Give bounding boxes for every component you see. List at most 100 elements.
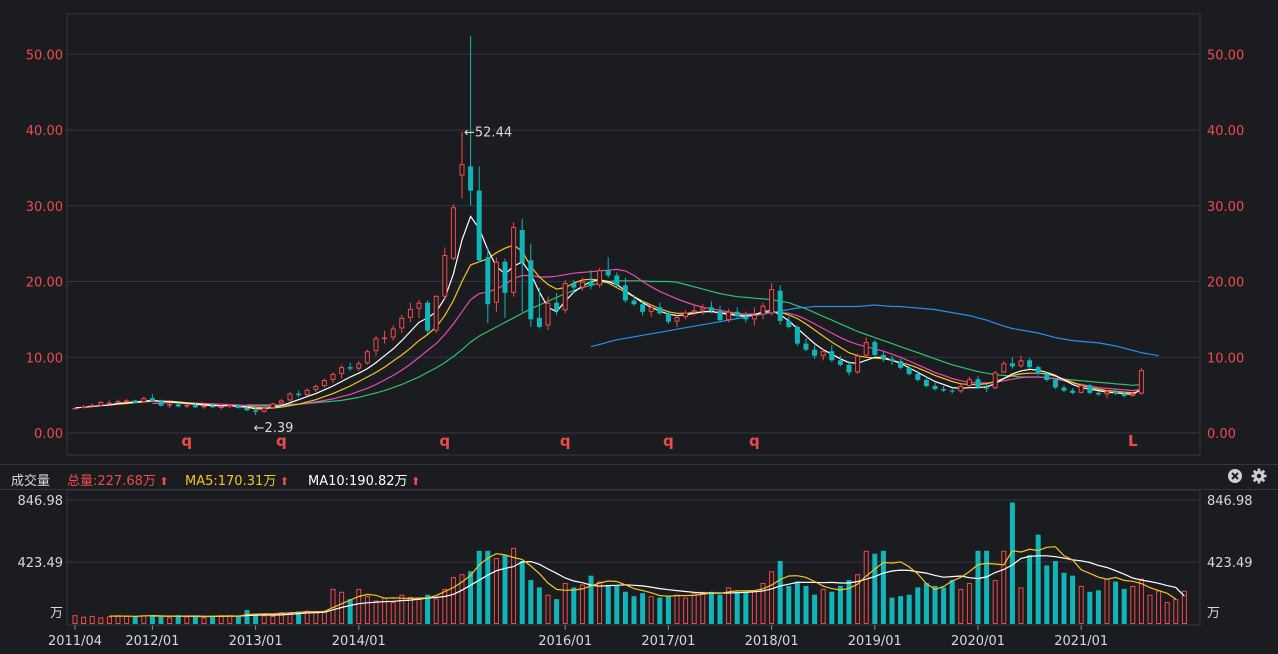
candle <box>820 348 826 361</box>
candle <box>502 258 508 318</box>
volume-bar <box>941 587 947 624</box>
volume-total: 总量:227.68万 ⬆ <box>67 470 169 489</box>
volume-plot-frame <box>66 489 1201 626</box>
candle <box>296 390 302 398</box>
volume-bar <box>519 561 525 624</box>
date-label: 2020/01 <box>951 634 1005 649</box>
volume-bar <box>124 615 130 625</box>
volume-bar <box>562 583 568 625</box>
close-circle-icon[interactable] <box>1227 468 1243 484</box>
volume-bar <box>149 614 155 624</box>
volume-bar <box>192 616 198 624</box>
candle <box>803 338 809 352</box>
volume-bar <box>1087 591 1093 624</box>
volume-bar <box>760 583 766 625</box>
volume-bar <box>235 616 241 624</box>
date-label: 2011/04 <box>48 634 102 649</box>
volume-bar <box>975 550 981 624</box>
volume-bar <box>115 615 121 624</box>
volume-bar <box>253 613 259 624</box>
volume-bar <box>1130 585 1136 625</box>
volume-bar <box>1018 587 1024 624</box>
price-tick-right: 30.00 <box>1207 200 1244 215</box>
signal-marker: L <box>1128 432 1138 450</box>
volume-bar <box>984 550 990 624</box>
volume-bar <box>1001 550 1007 625</box>
volume-bar <box>89 615 95 625</box>
price-gridlines <box>67 53 1200 434</box>
volume-bar <box>863 550 869 625</box>
candle <box>941 386 947 393</box>
volume-axis: 846.98 846.98 423.49 423.49 万 万 <box>18 494 1253 621</box>
volume-bar <box>571 587 577 624</box>
ma-white-line <box>74 215 1142 410</box>
signal-marker: q <box>749 432 760 450</box>
volume-bar <box>450 577 456 624</box>
volume-bar <box>1052 561 1058 624</box>
candle <box>330 372 336 384</box>
main-plot-frame <box>66 13 1201 456</box>
price-tick-left: 30.00 <box>26 200 63 215</box>
candle <box>846 361 852 376</box>
volume-bar <box>915 587 921 624</box>
candle <box>984 383 990 393</box>
candlesticks <box>72 35 1144 415</box>
volume-bar <box>786 585 792 624</box>
volume-bar <box>829 591 835 624</box>
ma-green-line <box>247 280 1142 406</box>
high-price-annotation: ←52.44 <box>464 126 512 141</box>
candle <box>1035 365 1041 376</box>
candle <box>485 247 491 324</box>
volume-bar <box>356 588 362 625</box>
volume-bar <box>932 585 938 624</box>
candle <box>1001 361 1007 374</box>
volume-bar <box>1156 590 1162 624</box>
volume-bar <box>278 612 284 624</box>
candle <box>562 280 568 314</box>
volume-bar <box>433 598 439 625</box>
candle <box>906 364 912 376</box>
volume-bar <box>855 574 861 624</box>
volume-bar <box>407 596 413 624</box>
candle <box>597 267 603 288</box>
volume-label: 成交量 <box>11 474 51 489</box>
candle <box>1052 378 1058 390</box>
volume-bar <box>184 616 190 625</box>
volume-bar <box>880 550 886 624</box>
volume-ma5-line <box>109 546 1177 618</box>
signal-marker: q <box>560 432 571 450</box>
volume-bar <box>321 611 327 624</box>
ma-yellow-line <box>109 244 1142 409</box>
volume-bar <box>683 597 689 624</box>
volume-bar <box>992 580 998 624</box>
gear-icon[interactable] <box>1251 468 1267 484</box>
volume-bar <box>898 596 904 624</box>
volume-ma10: MA10:190.82万 ⬆ <box>308 470 420 489</box>
volume-bar <box>751 590 757 624</box>
candle <box>356 361 362 371</box>
candle <box>347 362 353 371</box>
candle <box>751 307 757 326</box>
volume-bar <box>416 599 422 624</box>
date-label: 2014/01 <box>332 634 386 649</box>
candle <box>691 305 697 316</box>
candle <box>1009 357 1015 369</box>
date-label: 2013/01 <box>229 634 283 649</box>
volume-bar <box>511 547 517 624</box>
candle <box>364 349 370 365</box>
ma-blue-line <box>590 304 1159 357</box>
volume-bar <box>141 615 147 625</box>
volume-bar <box>1147 594 1153 624</box>
volume-tick-left: 423.49 <box>18 556 64 571</box>
candle <box>416 299 422 318</box>
volume-bar <box>210 615 216 624</box>
volume-ma5: MA5:170.31万 ⬆ <box>185 470 289 489</box>
volume-bar <box>708 591 714 624</box>
candle <box>210 403 216 409</box>
volume-bar <box>81 616 87 624</box>
volume-bar <box>167 617 173 624</box>
volume-bar <box>313 612 319 624</box>
candle <box>433 295 439 334</box>
candle <box>132 399 138 404</box>
